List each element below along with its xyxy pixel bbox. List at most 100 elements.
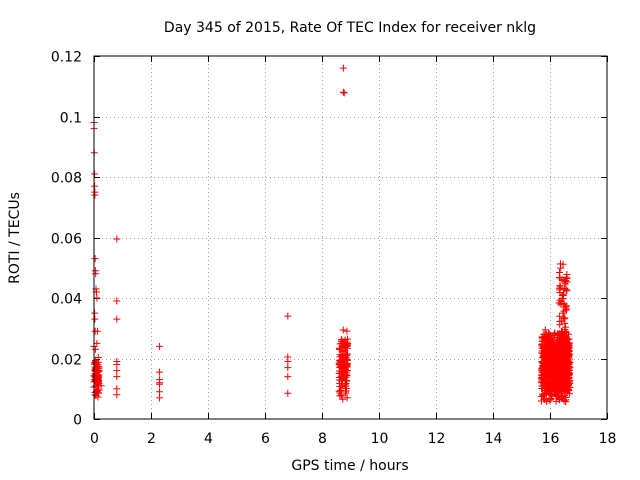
data-point	[553, 385, 561, 393]
data-point	[156, 342, 164, 350]
data-point	[95, 371, 103, 379]
data-point	[558, 291, 566, 299]
data-point	[548, 388, 556, 396]
data-point	[113, 235, 121, 243]
data-point	[113, 373, 121, 381]
x-tick-label: 6	[261, 431, 270, 447]
data-point	[336, 392, 344, 400]
data-point	[339, 347, 347, 355]
data-point	[564, 343, 572, 351]
x-tick-label: 12	[428, 431, 446, 447]
data-point	[556, 283, 564, 291]
data-point	[561, 314, 569, 322]
data-point	[342, 373, 350, 381]
data-point	[540, 357, 548, 365]
data-point	[557, 355, 565, 363]
y-tick-label: 0.06	[51, 232, 82, 248]
data-point	[94, 358, 102, 366]
data-point	[91, 345, 99, 353]
data-point	[547, 392, 555, 400]
data-point	[560, 335, 568, 343]
data-point	[538, 349, 546, 357]
data-point	[541, 365, 549, 373]
y-axis-label: ROTI / TECUs	[7, 192, 23, 284]
data-point	[547, 355, 555, 363]
x-tick-label: 18	[599, 431, 617, 447]
y-tick-label: 0.04	[51, 292, 82, 308]
data-point	[556, 321, 564, 329]
data-point	[561, 276, 569, 284]
data-point	[341, 354, 349, 362]
data-point	[341, 381, 349, 389]
data-point	[156, 380, 164, 388]
data-point	[556, 284, 564, 292]
data-point	[551, 361, 559, 369]
data-point	[558, 372, 566, 380]
grid	[94, 56, 607, 419]
data-point	[544, 359, 552, 367]
y-tick-label: 0.08	[51, 171, 82, 187]
x-tick-label: 4	[204, 431, 213, 447]
data-point	[94, 367, 102, 375]
x-tick-label: 16	[542, 431, 560, 447]
data-point	[95, 363, 103, 371]
data-point	[559, 384, 567, 392]
data-point	[339, 88, 347, 96]
data-point	[337, 386, 345, 394]
data-point	[93, 327, 101, 335]
data-point	[562, 273, 570, 281]
data-point	[336, 382, 344, 390]
data-point	[113, 391, 121, 399]
x-tick-label: 0	[90, 431, 99, 447]
data-point	[557, 389, 565, 397]
data-point	[563, 275, 571, 283]
data-point	[113, 367, 121, 375]
plot-frame	[93, 55, 608, 420]
data-point	[93, 294, 101, 302]
y-tick-label: 0.12	[51, 50, 82, 66]
x-tick-label: 8	[318, 431, 327, 447]
x-tick-label: 2	[147, 431, 156, 447]
data-point	[560, 315, 568, 323]
data-point	[156, 394, 164, 402]
data-points	[90, 64, 574, 406]
data-point	[343, 377, 351, 385]
data-point	[539, 343, 547, 351]
data-point	[542, 384, 550, 392]
data-point	[284, 373, 292, 381]
data-point	[555, 330, 563, 338]
data-point	[563, 380, 571, 388]
data-point	[284, 389, 292, 397]
data-point	[91, 182, 99, 190]
data-point	[564, 360, 572, 368]
data-point	[556, 341, 564, 349]
data-point	[554, 369, 562, 377]
data-point	[284, 312, 292, 320]
data-point	[91, 170, 99, 178]
data-point	[539, 391, 547, 399]
data-point	[541, 395, 549, 403]
data-point	[560, 300, 568, 308]
y-tick-label: 0.02	[51, 353, 82, 369]
data-point	[544, 334, 552, 342]
data-point	[113, 297, 121, 305]
data-point	[335, 376, 343, 384]
data-point	[343, 394, 351, 402]
data-point	[91, 255, 99, 263]
data-point	[549, 384, 557, 392]
data-point	[92, 270, 100, 278]
data-point	[91, 309, 99, 317]
data-point	[560, 290, 568, 298]
axis-ticks: 0 2 4 6 8 10 12 14 16 18 0 0.02 0.04 0.06 0.08 0.1 0.12	[51, 50, 617, 448]
data-point	[549, 337, 557, 345]
data-point	[340, 89, 348, 97]
data-point	[557, 346, 565, 354]
data-point	[344, 335, 352, 343]
data-point	[156, 368, 164, 376]
data-point	[91, 191, 99, 199]
data-point	[554, 331, 562, 339]
data-point	[93, 368, 101, 376]
data-point	[337, 362, 345, 370]
